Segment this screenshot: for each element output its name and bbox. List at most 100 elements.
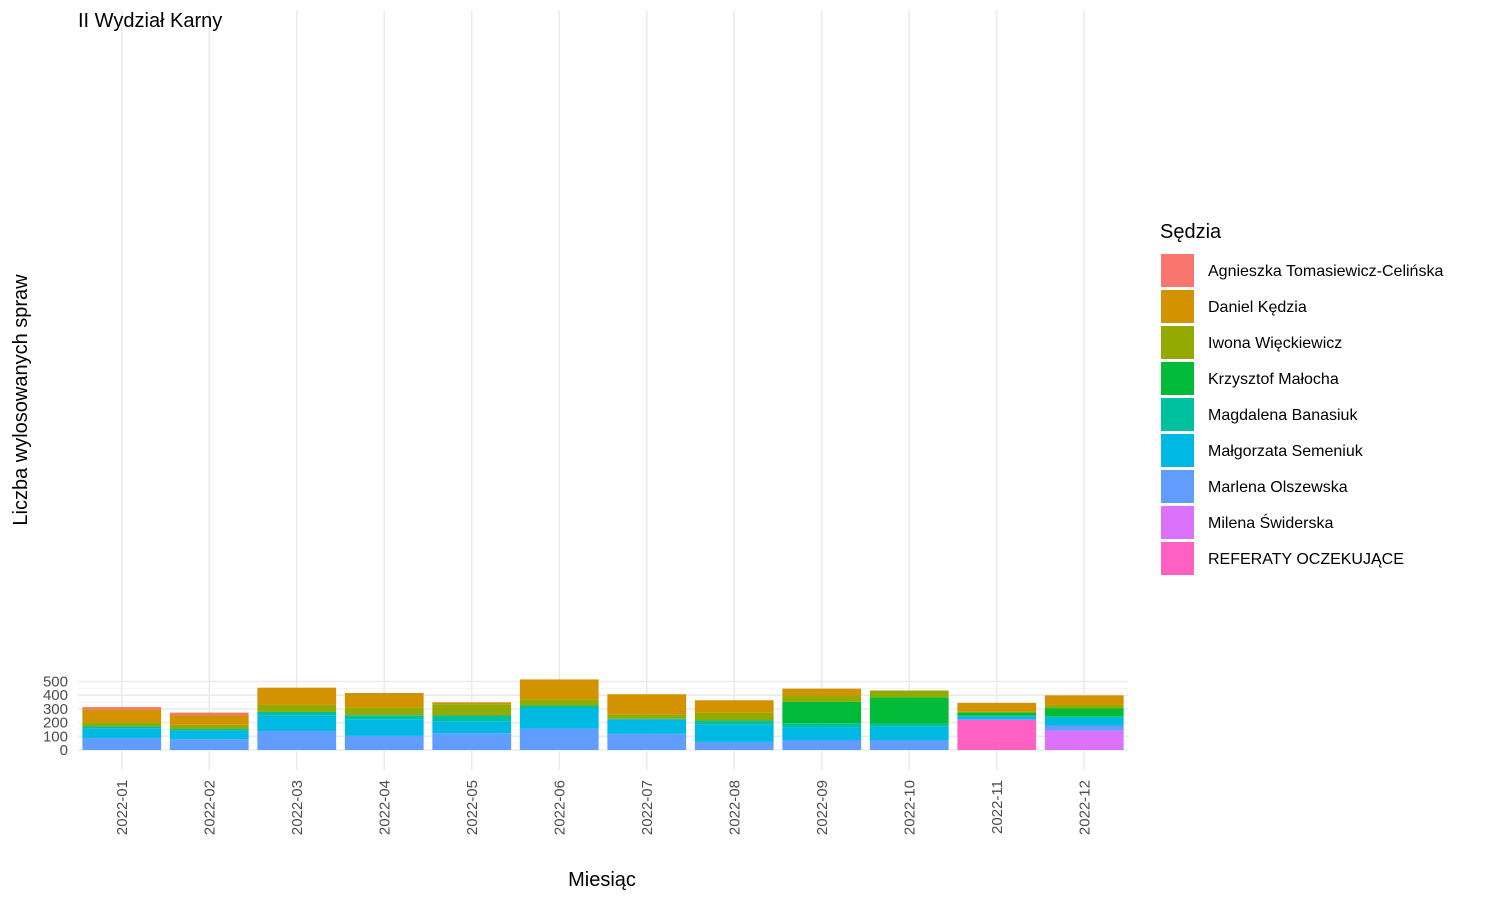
bar-segment [607, 718, 687, 720]
bar-segment [169, 730, 249, 740]
y-axis-title: Liczba wylosowanych spraw [10, 274, 32, 526]
bar-segment [869, 690, 949, 698]
bar-segment [169, 715, 249, 725]
bar-segment [607, 694, 687, 715]
bar-segment [82, 726, 162, 729]
bar-segment [782, 723, 862, 728]
bar-segment [82, 728, 162, 739]
bar-segment [344, 735, 424, 750]
legend-label: Krzysztof Małocha [1208, 371, 1339, 388]
bar-segment [1044, 725, 1124, 731]
x-axis-ticks: 2022-01 2022-02 2022-03 2022-04 2022-05 2022-… [114, 780, 1094, 835]
bar-segment [344, 715, 424, 720]
bar-segment [169, 712, 249, 716]
legend-label: REFERATY OCZEKUJĄCE [1208, 551, 1404, 568]
bar-segment [519, 708, 599, 729]
bar-segment [82, 707, 162, 710]
bar-segment [782, 727, 862, 740]
legend-key [1161, 326, 1194, 359]
y-tick-label: 500 [43, 674, 68, 691]
bar-segment [257, 687, 337, 705]
bar-segment [1044, 708, 1124, 717]
bar-segment [782, 701, 862, 724]
bar-segment [169, 724, 249, 730]
bar-segment [344, 719, 424, 736]
legend: Sędzia Agnieszka Tomasiewicz-Celińska Dan… [1160, 221, 1443, 575]
x-tick-label: 2022-09 [814, 780, 831, 835]
bar-segment [432, 702, 512, 705]
bar-segment [957, 716, 1037, 720]
legend-key [1161, 470, 1194, 503]
legend-label: Iwona Więckiewicz [1208, 335, 1342, 352]
y-tick-label: 0 [60, 742, 68, 759]
bar-segment [607, 733, 687, 750]
x-tick-label: 2022-01 [114, 780, 131, 835]
bar-segment [519, 679, 599, 700]
y-tick-label: 100 [43, 728, 68, 745]
legend-key [1161, 506, 1194, 539]
legend-key [1161, 290, 1194, 323]
bar-segment [1044, 704, 1124, 709]
bar-segment [607, 714, 687, 719]
bar-segment [957, 711, 1037, 713]
x-tick-label: 2022-05 [464, 780, 481, 835]
bar-segment [957, 715, 1037, 717]
bar-segment [694, 741, 774, 750]
x-tick-label: 2022-07 [639, 780, 656, 835]
legend-key [1161, 254, 1194, 287]
y-tick-label: 200 [43, 715, 68, 732]
bar-segment [869, 726, 949, 741]
grid-lines [78, 10, 1128, 770]
bar-segment [257, 711, 337, 716]
bar-segment [82, 722, 162, 727]
x-axis-title: Miesiąc [568, 869, 636, 891]
legend-key [1161, 398, 1194, 431]
bar-stacks [82, 679, 1124, 750]
bar-segment [1044, 695, 1124, 705]
x-tick-label: 2022-03 [289, 780, 306, 835]
bar-segment [519, 705, 599, 709]
legend-key [1161, 362, 1194, 395]
bar-segment [694, 712, 774, 721]
y-tick-label: 400 [43, 687, 68, 704]
bar-segment [869, 740, 949, 750]
bar-segment [432, 704, 512, 716]
bar-segment [432, 733, 512, 750]
x-tick-label: 2022-04 [376, 780, 393, 835]
bar-segment [957, 719, 1037, 750]
legend-items: Agnieszka Tomasiewicz-Celińska Daniel Kęd… [1161, 254, 1443, 575]
legend-key [1161, 542, 1194, 575]
bar-segment [257, 704, 337, 712]
bar-segment [257, 730, 337, 750]
bar-segment [519, 728, 599, 750]
chart-title: II Wydział Karny [78, 10, 222, 32]
bar-segment [869, 723, 949, 727]
bar-segment [957, 719, 1037, 720]
bar-segment [344, 707, 424, 716]
legend-label: Małgorzata Semeniuk [1208, 443, 1364, 460]
bar-segment [344, 693, 424, 708]
bar-segment [869, 697, 949, 724]
bar-segment [782, 739, 862, 750]
bar-segment [782, 695, 862, 702]
bar-segment [694, 700, 774, 713]
bar-segment [169, 739, 249, 750]
x-tick-label: 2022-08 [726, 780, 743, 835]
x-tick-label: 2022-02 [201, 780, 218, 835]
legend-key [1161, 434, 1194, 467]
legend-label: Agnieszka Tomasiewicz-Celińska [1208, 263, 1443, 280]
bar-segment [957, 712, 1037, 716]
x-tick-label: 2022-06 [551, 780, 568, 835]
bar-segment [519, 699, 599, 706]
legend-label: Milena Świderska [1208, 513, 1333, 532]
bar-segment [1044, 716, 1124, 718]
legend-label: Magdalena Banasiuk [1208, 407, 1358, 424]
bar-segment [82, 709, 162, 723]
bar-segment [169, 729, 249, 731]
x-tick-label: 2022-10 [901, 780, 918, 835]
bar-segment [782, 688, 862, 696]
x-tick-label: 2022-11 [989, 780, 1006, 834]
legend-title: Sędzia [1160, 221, 1222, 243]
